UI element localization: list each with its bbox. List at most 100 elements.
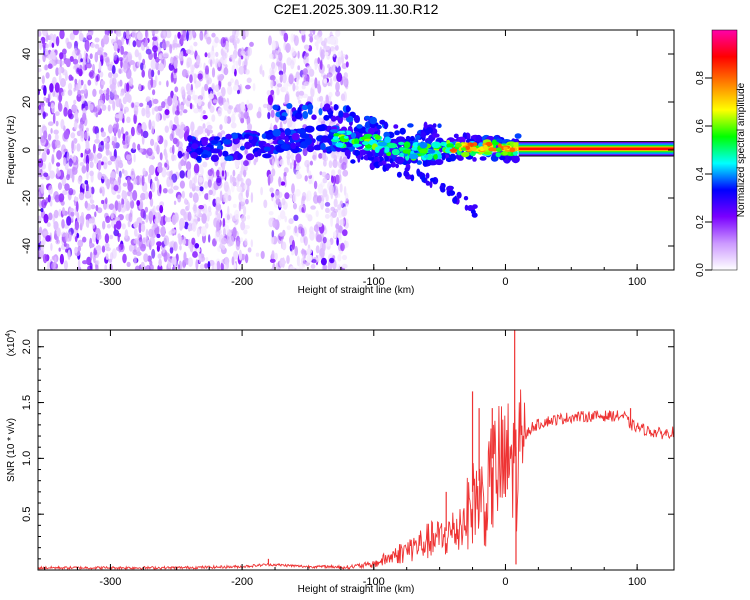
signal-blob	[343, 135, 349, 139]
noise-blob	[293, 214, 299, 221]
noise-blob	[137, 143, 141, 151]
noise-blob	[158, 81, 162, 86]
noise-blob	[209, 105, 215, 114]
noise-blob	[202, 161, 208, 168]
signal-blob	[423, 121, 428, 130]
signal-blob	[290, 142, 297, 149]
noise-blob	[245, 178, 252, 187]
noise-blob	[185, 161, 192, 171]
noise-blob	[337, 169, 342, 175]
signal-blob	[352, 143, 363, 147]
noise-blob	[63, 260, 68, 270]
noise-blob	[92, 143, 96, 154]
noise-blob	[340, 93, 346, 101]
noise-blob	[228, 105, 234, 110]
noise-blob	[179, 110, 183, 116]
signal-blob	[323, 103, 331, 110]
noise-blob	[324, 213, 330, 219]
noise-blob	[278, 232, 284, 237]
signal-blob	[210, 154, 219, 162]
signal-blob	[374, 146, 380, 153]
colorbar-gradient	[711, 29, 738, 271]
signal-blob	[469, 142, 474, 148]
noise-blob	[197, 126, 204, 135]
signal-blob	[284, 128, 292, 136]
signal-blob	[225, 133, 233, 140]
noise-blob	[165, 30, 172, 39]
noise-blob	[227, 195, 232, 202]
noise-blob	[325, 45, 331, 51]
noise-blob	[201, 86, 205, 97]
noise-blob	[105, 197, 108, 205]
noise-blob	[98, 147, 102, 152]
noise-blob	[88, 152, 94, 162]
noise-blob	[126, 116, 131, 124]
noise-blob	[110, 180, 114, 190]
noise-blob	[295, 188, 301, 197]
noise-blob	[240, 55, 244, 60]
noise-blob	[174, 86, 179, 93]
noise-blob	[62, 189, 68, 196]
noise-blob	[280, 210, 286, 220]
noise-blob	[204, 193, 210, 200]
noise-blob	[205, 257, 209, 262]
noise-blob	[171, 214, 177, 226]
noise-blob	[60, 231, 67, 237]
noise-blob	[303, 236, 308, 246]
noise-blob	[231, 256, 235, 266]
noise-blob	[310, 264, 316, 269]
snr-multiplier-close: )	[6, 330, 17, 333]
noise-blob	[244, 147, 248, 155]
signal-blob	[259, 142, 264, 148]
noise-blob	[193, 73, 197, 84]
noise-blob	[121, 168, 125, 174]
noise-blob	[57, 182, 63, 191]
noise-blob	[41, 75, 45, 85]
noise-blob	[269, 53, 274, 59]
noise-blob	[82, 57, 86, 67]
signal-blob	[345, 115, 354, 123]
noise-blob	[113, 51, 118, 61]
noise-blob	[108, 124, 113, 134]
noise-blob	[245, 69, 250, 75]
noise-blob	[60, 119, 65, 130]
noise-blob	[158, 258, 162, 267]
noise-blob	[166, 171, 171, 176]
noise-blob	[309, 78, 314, 83]
noise-blob	[280, 181, 286, 186]
noise-blob	[345, 240, 349, 248]
noise-blob	[39, 39, 43, 51]
noise-blob	[180, 121, 185, 130]
noise-blob	[285, 42, 291, 53]
signal-blob	[279, 115, 287, 121]
noise-blob	[103, 162, 108, 170]
noise-blob	[186, 94, 192, 102]
noise-blob	[185, 49, 192, 54]
noise-blob	[184, 198, 188, 205]
noise-blob	[317, 183, 324, 195]
noise-blob	[69, 56, 74, 62]
noise-blob	[131, 102, 135, 108]
noise-blob	[341, 209, 346, 217]
noise-blob	[150, 58, 157, 70]
noise-blob	[158, 55, 162, 60]
spectrogram-xtick-label: -300	[99, 276, 121, 288]
noise-blob	[289, 162, 293, 170]
noise-blob	[117, 67, 124, 74]
noise-blob	[183, 151, 189, 161]
noise-blob	[73, 99, 77, 105]
noise-blob	[110, 83, 116, 90]
noise-blob	[331, 169, 336, 176]
signal-blob	[496, 147, 502, 152]
signal-blob	[367, 151, 373, 158]
noise-blob	[43, 213, 49, 224]
noise-blob	[268, 35, 272, 46]
noise-blob	[267, 112, 271, 120]
noise-blob	[145, 30, 148, 39]
noise-blob	[183, 251, 187, 263]
noise-blob	[59, 52, 64, 60]
snr-xlabel: Height of straight line (km)	[298, 584, 415, 595]
noise-blob	[302, 68, 308, 76]
